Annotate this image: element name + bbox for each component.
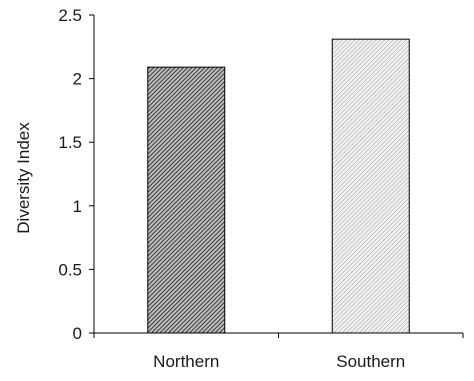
y-axis-title: Diversity Index bbox=[14, 122, 33, 234]
y-tick-label: 2 bbox=[73, 70, 82, 89]
x-tick-label: Northern bbox=[153, 352, 219, 371]
y-tick-label: 1.5 bbox=[58, 133, 82, 152]
bar-northern bbox=[147, 66, 226, 334]
y-tick-label: 1 bbox=[73, 197, 82, 216]
y-tick-label: 0 bbox=[73, 324, 82, 343]
x-tick-label: Southern bbox=[336, 352, 405, 371]
bar-southern bbox=[331, 38, 410, 334]
x-axis: Northern Southern bbox=[93, 332, 464, 371]
bars bbox=[147, 38, 410, 334]
y-tick-label: 0.5 bbox=[58, 260, 82, 279]
y-tick-label: 2.5 bbox=[58, 6, 82, 25]
y-axis: 0 0.5 1 1.5 2 2.5 bbox=[58, 6, 95, 343]
